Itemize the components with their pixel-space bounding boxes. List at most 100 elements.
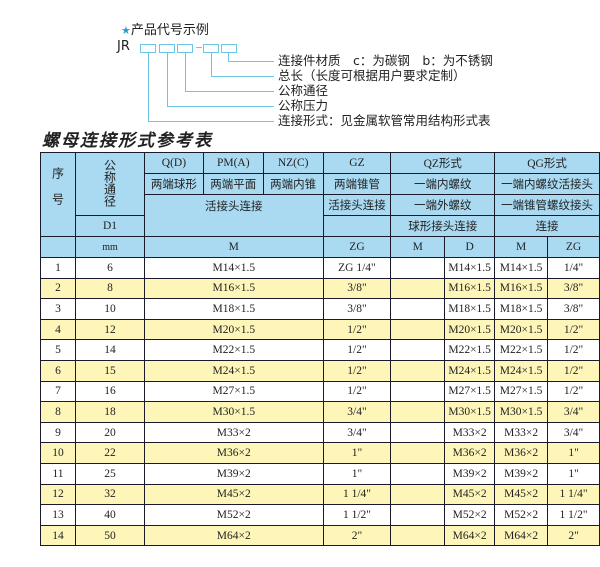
cell-m: M16×1.5 — [144, 277, 324, 300]
cell-d1: 6 — [75, 257, 145, 279]
table-row: 12 32 M45×2 1 1/4" M45×2 M45×2 1 1/4" — [40, 483, 600, 506]
header-pm: PM(A) — [202, 152, 264, 174]
cell-n: 6 — [40, 359, 76, 382]
label-length: 总长（长度可根据用户要求定制） — [278, 68, 466, 83]
cell-qz-m — [390, 442, 446, 464]
cell-qz-m — [390, 277, 446, 300]
cell-m: M14×1.5 — [144, 257, 324, 279]
cell-zg: 1" — [322, 462, 392, 485]
header-cell: 球形接头连接 — [390, 215, 496, 237]
leader-line — [167, 53, 168, 106]
header-cell: 连接 — [494, 215, 600, 237]
cell-qz-m — [390, 524, 446, 547]
cell-qz-d: M30×1.5 — [444, 401, 496, 423]
cell-qg-m: M39×2 — [494, 462, 549, 485]
leader-line — [185, 53, 186, 91]
header-cell: D — [444, 236, 496, 258]
leader-line — [228, 53, 229, 61]
cell-n: 12 — [40, 483, 76, 506]
table-row: 3 10 M18×1.5 3/8" M18×1.5 M18×1.5 3/8" — [40, 298, 600, 320]
cell-n: 14 — [40, 524, 76, 547]
header-seq: 序号 — [40, 152, 76, 237]
cell-zg: 1" — [322, 442, 392, 464]
cell-d1: 14 — [75, 339, 145, 361]
cell-qg-m: M18×1.5 — [494, 298, 549, 320]
star-icon: ★ — [121, 24, 131, 37]
cell-qg-m: M20×1.5 — [494, 318, 549, 341]
cell-qg-m: M24×1.5 — [494, 359, 549, 382]
cell-qz-m — [390, 318, 446, 341]
cell-zg: 1 1/2" — [322, 504, 392, 526]
leader-line — [167, 106, 274, 107]
cell-n: 3 — [40, 298, 76, 320]
cell-qg-m: M45×2 — [494, 483, 549, 506]
cell-qg-zg: 1" — [547, 462, 600, 485]
header-cell: 一端锥管螺纹接头 — [494, 194, 600, 216]
leader-line — [185, 91, 274, 92]
cell-d1: 32 — [75, 483, 145, 506]
cell-m: M45×2 — [144, 483, 324, 506]
leader-line — [211, 76, 274, 77]
cell-d1: 18 — [75, 401, 145, 423]
table-row: 4 12 M20×1.5 1/2" M20×1.5 M20×1.5 1/2" — [40, 318, 600, 341]
cell-n: 13 — [40, 504, 76, 526]
cell-qz-d: M27×1.5 — [444, 380, 496, 403]
table-row: 14 50 M64×2 2" M64×2 M64×2 2" — [40, 524, 600, 547]
header-cell: mm — [75, 236, 145, 258]
cell-n: 7 — [40, 380, 76, 403]
cell-zg: 1/2" — [322, 318, 392, 341]
cell-m: M20×1.5 — [144, 318, 324, 341]
cell-qg-zg: 1/2" — [547, 339, 600, 361]
cell-m: M39×2 — [144, 462, 324, 485]
cell-qz-m — [390, 257, 446, 279]
header-nominal: 公称通径 — [75, 152, 145, 216]
cell-n: 10 — [40, 442, 76, 464]
code-box — [159, 44, 175, 53]
header-cell: 一端内螺纹 — [390, 173, 496, 195]
cell-zg: 3/4" — [322, 421, 392, 444]
table-row: 10 22 M36×2 1" M36×2 M36×2 1" — [40, 442, 600, 464]
product-code-example-heading: ★产品代号示例 — [121, 19, 209, 38]
header-cell: M — [390, 236, 446, 258]
cell-m: M52×2 — [144, 504, 324, 526]
header-cell: 两端平面 — [202, 173, 264, 195]
cell-d1: 22 — [75, 442, 145, 464]
header-qg: QG形式 — [494, 152, 600, 174]
cell-d1: 10 — [75, 298, 145, 320]
cell-zg: 1/2" — [322, 339, 392, 361]
cell-qz-d: M18×1.5 — [444, 298, 496, 320]
table-row: 5 14 M22×1.5 1/2" M22×1.5 M22×1.5 1/2" — [40, 339, 600, 361]
cell-qg-zg: 3/8" — [547, 298, 600, 320]
cell-qg-zg: 1/2" — [547, 318, 600, 341]
cell-zg: ZG 1/4" — [322, 257, 392, 279]
cell-qz-m — [390, 359, 446, 382]
cell-qg-m: M64×2 — [494, 524, 549, 547]
table-title: 螺母连接形式参考表 — [42, 131, 213, 151]
cell-zg: 3/4" — [322, 401, 392, 423]
table-row: 1 6 M14×1.5 ZG 1/4" M14×1.5 M14×1.5 1/4" — [40, 257, 600, 279]
table-row: 11 25 M39×2 1" M39×2 M39×2 1" — [40, 462, 600, 485]
header-cell: M — [494, 236, 549, 258]
cell-n: 2 — [40, 277, 76, 300]
header-cell — [322, 215, 392, 237]
cell-m: M18×1.5 — [144, 298, 324, 320]
cell-qz-d: M14×1.5 — [444, 257, 496, 279]
header-cell: M — [144, 236, 324, 258]
cell-qg-zg: 1 1/4" — [547, 483, 600, 506]
header-qz: QZ形式 — [390, 152, 496, 174]
label-pressure: 公称压力 — [278, 98, 329, 113]
cell-zg: 1 1/4" — [322, 483, 392, 506]
cell-qz-m — [390, 421, 446, 444]
code-box — [177, 44, 193, 53]
cell-zg: 2" — [322, 524, 392, 547]
header-q: Q(D) — [144, 152, 204, 174]
cell-m: M64×2 — [144, 524, 324, 547]
cell-m: M22×1.5 — [144, 339, 324, 361]
header-cell: ZG — [547, 236, 600, 258]
cell-qz-d: M45×2 — [444, 483, 496, 506]
cell-qg-zg: 1/2" — [547, 359, 600, 382]
cell-d1: 25 — [75, 462, 145, 485]
cell-zg: 1/2" — [322, 380, 392, 403]
cell-qg-zg: 2" — [547, 524, 600, 547]
header-cell: 活接头连接 — [322, 194, 392, 216]
